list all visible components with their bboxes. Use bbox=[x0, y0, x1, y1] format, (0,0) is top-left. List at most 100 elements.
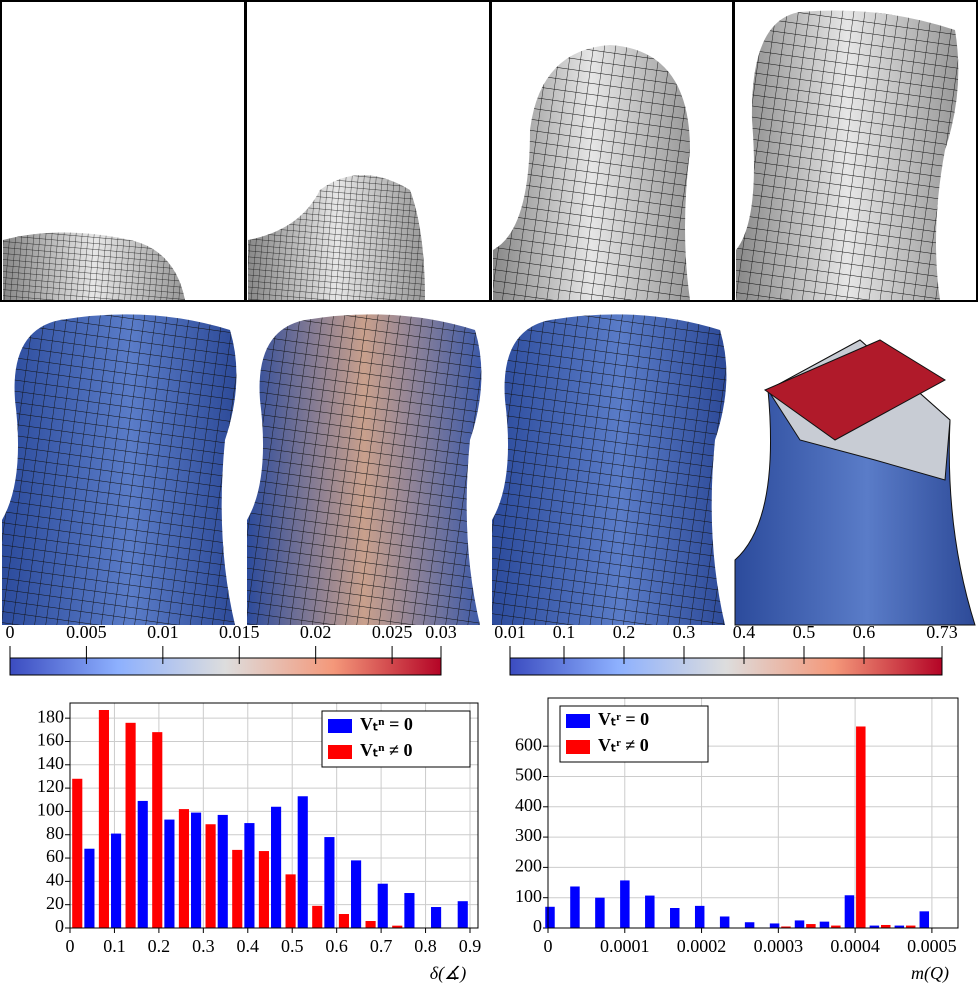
x-tick-label: 0.4 bbox=[237, 936, 260, 956]
y-tick-label: 200 bbox=[515, 856, 542, 876]
bar bbox=[719, 916, 730, 928]
bar bbox=[570, 886, 580, 928]
bar bbox=[312, 905, 323, 928]
bar bbox=[191, 812, 202, 928]
plot-frame bbox=[69, 702, 479, 929]
tick-label: 0.4 bbox=[733, 622, 756, 642]
legend-label: Vₜʳ ≠ 0 bbox=[598, 735, 649, 755]
tick-label: 0.5 bbox=[793, 622, 816, 642]
bar bbox=[72, 778, 83, 928]
bar bbox=[98, 709, 109, 928]
tick-label: 0.3 bbox=[673, 622, 696, 642]
bar bbox=[324, 837, 335, 928]
bar bbox=[881, 924, 891, 928]
x-tick-label: 0.7 bbox=[370, 936, 393, 956]
legend-label: Vₜⁿ = 0 bbox=[360, 714, 413, 734]
x-tick-label: 0.3 bbox=[192, 936, 215, 956]
bar bbox=[831, 925, 841, 928]
x-tick-label: 0.0005 bbox=[907, 936, 957, 956]
tick-label: 0.02 bbox=[300, 622, 332, 642]
bar bbox=[205, 824, 216, 928]
colorbar bbox=[509, 657, 943, 676]
x-tick-label: 0.8 bbox=[414, 936, 437, 956]
bar bbox=[152, 732, 163, 928]
y-tick-label: 100 bbox=[515, 886, 542, 906]
tick-label: 0.005 bbox=[66, 622, 107, 642]
x-axis-label: m(Q) bbox=[911, 963, 949, 984]
x-tick-label: 0.1 bbox=[103, 936, 126, 956]
bar bbox=[694, 905, 705, 928]
mesh-row-1 bbox=[0, 0, 978, 302]
bar bbox=[919, 911, 930, 928]
bar bbox=[781, 926, 791, 928]
y-tick-label: 120 bbox=[37, 776, 64, 796]
y-tick-label: 20 bbox=[46, 893, 64, 913]
bar bbox=[744, 922, 755, 928]
mesh-row-2 bbox=[2, 314, 976, 626]
y-tick-label: 500 bbox=[515, 765, 542, 785]
bar bbox=[794, 920, 805, 928]
legend-swatch bbox=[328, 719, 352, 733]
y-tick-label: 80 bbox=[46, 823, 64, 843]
tick-label: 0.1 bbox=[553, 622, 576, 642]
bar bbox=[457, 901, 468, 928]
bar bbox=[338, 914, 349, 928]
bar bbox=[645, 895, 655, 928]
bar bbox=[620, 880, 630, 928]
y-tick-label: 0 bbox=[533, 916, 542, 936]
x-tick-label: 0.0003 bbox=[754, 936, 804, 956]
legend-label: Vₜʳ = 0 bbox=[598, 709, 649, 729]
tick-label: 0.73 bbox=[926, 622, 958, 642]
bar bbox=[178, 809, 189, 928]
bar bbox=[404, 893, 415, 928]
tick-label: 0.025 bbox=[372, 622, 413, 642]
y-tick-label: 140 bbox=[37, 753, 64, 773]
bar bbox=[905, 925, 916, 928]
bar bbox=[595, 897, 605, 928]
x-tick-label: 0 bbox=[544, 936, 553, 956]
y-tick-label: 160 bbox=[37, 730, 64, 750]
bar bbox=[365, 921, 376, 928]
x-tick-label: 0.0002 bbox=[677, 936, 727, 956]
bar bbox=[844, 895, 855, 928]
tick-label: 0.6 bbox=[853, 622, 876, 642]
bar bbox=[125, 722, 136, 928]
bar bbox=[271, 806, 282, 928]
x-tick-label: 0.0001 bbox=[600, 936, 650, 956]
bar bbox=[217, 814, 228, 928]
bar bbox=[819, 921, 830, 928]
tick-label: 0 bbox=[6, 622, 15, 642]
bar bbox=[869, 925, 880, 928]
x-tick-label: 0.6 bbox=[325, 936, 348, 956]
legend-swatch bbox=[328, 745, 352, 759]
legend-swatch bbox=[566, 740, 590, 754]
y-tick-label: 40 bbox=[46, 869, 64, 889]
tick-label: 0.2 bbox=[613, 622, 636, 642]
bar bbox=[431, 907, 442, 928]
bar bbox=[137, 800, 148, 928]
plot-frame bbox=[547, 697, 959, 929]
bar bbox=[297, 796, 308, 928]
bar bbox=[84, 848, 95, 928]
bar bbox=[545, 906, 555, 928]
bar bbox=[164, 819, 175, 928]
y-tick-label: 180 bbox=[37, 706, 64, 726]
y-tick-label: 400 bbox=[515, 795, 542, 815]
bar bbox=[806, 924, 816, 928]
legend-label: Vₜⁿ ≠ 0 bbox=[360, 740, 412, 760]
tick-label: 0.01 bbox=[494, 622, 526, 642]
bar bbox=[377, 883, 388, 928]
x-axis-label: δ(∡) bbox=[430, 963, 467, 984]
legend-swatch bbox=[566, 714, 590, 728]
x-tick-label: 0.2 bbox=[148, 936, 171, 956]
y-tick-label: 100 bbox=[37, 800, 64, 820]
y-tick-label: 300 bbox=[515, 825, 542, 845]
tick-label: 0.015 bbox=[219, 622, 260, 642]
bar bbox=[244, 823, 255, 928]
bar bbox=[285, 874, 296, 928]
bar bbox=[258, 851, 269, 928]
bar bbox=[392, 925, 403, 928]
x-tick-label: 0 bbox=[66, 936, 75, 956]
